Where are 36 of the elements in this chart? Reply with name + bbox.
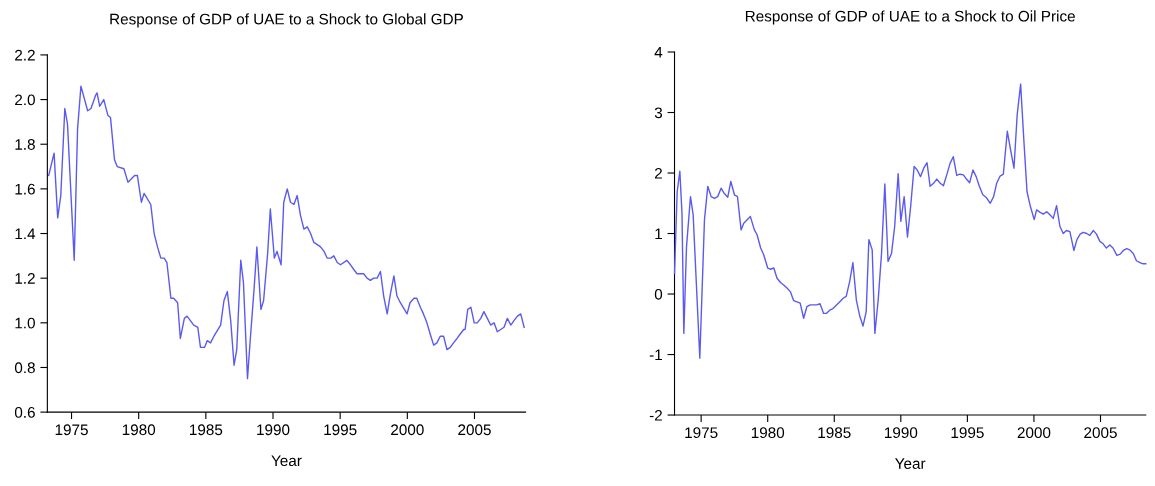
y-tick-label: 0.8 bbox=[14, 362, 35, 374]
y-tick-label: 2.0 bbox=[15, 94, 35, 106]
x-tick-label: 1980 bbox=[751, 427, 785, 439]
x-tick-label: 1985 bbox=[190, 424, 223, 436]
y-tick-label: 1.8 bbox=[15, 139, 35, 150]
y-tick-label: 2 bbox=[654, 167, 662, 179]
y-tick-label: 1 bbox=[655, 228, 662, 240]
x-tick-label: 1995 bbox=[324, 424, 357, 436]
x-tick-label: 2000 bbox=[1017, 427, 1051, 439]
x-tick-label: 1985 bbox=[818, 427, 851, 439]
x-axis-title: Year bbox=[895, 458, 926, 469]
y-tick-label: 4 bbox=[654, 47, 663, 58]
y-tick-label: 0.6 bbox=[14, 407, 35, 418]
y-tick-label: -1 bbox=[649, 349, 662, 361]
x-tick-label: 2005 bbox=[458, 424, 491, 436]
y-tick-label: 1.4 bbox=[15, 228, 36, 240]
y-tick-label: 0 bbox=[654, 288, 663, 300]
y-tick-label: 3 bbox=[654, 107, 663, 119]
y-tick-label: 1.0 bbox=[15, 317, 35, 329]
chart-title: Response of GDP of UAE to a Shock to Global GDP bbox=[110, 13, 463, 28]
x-tick-label: 1990 bbox=[257, 424, 290, 436]
y-tick-label: 2.2 bbox=[15, 49, 35, 61]
x-tick-label: 1990 bbox=[884, 427, 918, 439]
x-tick-label: 1980 bbox=[122, 424, 156, 436]
y-tick-label: 1.6 bbox=[15, 183, 35, 195]
y-tick-label: 1.2 bbox=[15, 273, 35, 284]
x-tick-label: 1975 bbox=[55, 424, 88, 436]
line-series bbox=[48, 85, 525, 380]
x-tick-label: 2000 bbox=[391, 424, 424, 436]
x-tick-label: 1995 bbox=[951, 427, 984, 439]
x-tick-label: 2005 bbox=[1084, 427, 1117, 439]
x-axis-title: Year bbox=[271, 455, 302, 467]
line-series bbox=[673, 83, 1147, 359]
chart-title: Response of GDP of UAE to a Shock to Oil Price bbox=[745, 10, 1075, 25]
y-tick-label: -2 bbox=[649, 409, 662, 421]
x-tick-label: 1975 bbox=[685, 427, 718, 439]
